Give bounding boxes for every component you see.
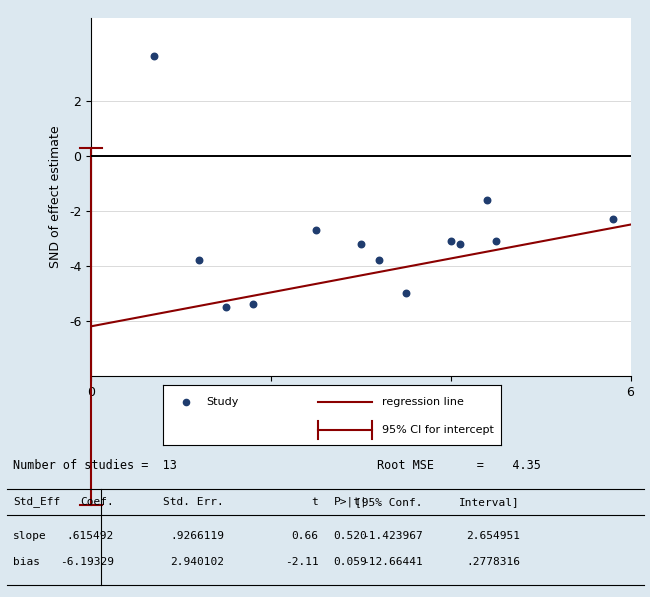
Y-axis label: SND of effect estimate: SND of effect estimate — [49, 126, 62, 268]
Text: 2.940102: 2.940102 — [170, 557, 224, 567]
Point — [194, 256, 204, 265]
Text: 0.059: 0.059 — [333, 557, 367, 567]
Point — [400, 289, 411, 298]
Text: Std_Eff: Std_Eff — [13, 497, 60, 507]
Text: bias: bias — [13, 557, 40, 567]
Point — [490, 236, 501, 246]
Text: Interval]: Interval] — [460, 497, 520, 507]
X-axis label: Precision: Precision — [330, 404, 392, 418]
Text: regression line: regression line — [382, 397, 464, 407]
Text: Std. Err.: Std. Err. — [164, 497, 224, 507]
Text: -6.19329: -6.19329 — [60, 557, 114, 567]
Point — [445, 236, 456, 246]
Text: Number of studies =  13: Number of studies = 13 — [13, 459, 177, 472]
Text: [95% Conf.: [95% Conf. — [355, 497, 422, 507]
Text: 95% CI for intercept: 95% CI for intercept — [382, 425, 494, 435]
Text: Study: Study — [207, 397, 239, 407]
Point — [374, 256, 384, 265]
Text: -12.66441: -12.66441 — [362, 557, 422, 567]
Text: 2.654951: 2.654951 — [466, 531, 520, 540]
Point — [181, 397, 191, 407]
Text: .2778316: .2778316 — [466, 557, 520, 567]
Text: .615492: .615492 — [66, 531, 114, 540]
Text: 0.520: 0.520 — [333, 531, 367, 540]
Text: Root MSE      =    4.35: Root MSE = 4.35 — [377, 459, 541, 472]
Text: P>|t|: P>|t| — [333, 497, 367, 507]
Point — [248, 300, 258, 309]
Text: -1.423967: -1.423967 — [362, 531, 422, 540]
Text: 0.66: 0.66 — [291, 531, 318, 540]
Point — [607, 214, 618, 224]
Text: t: t — [312, 497, 318, 507]
Point — [149, 52, 159, 61]
Point — [311, 225, 321, 235]
Point — [356, 239, 366, 248]
Point — [454, 239, 465, 248]
Text: slope: slope — [13, 531, 47, 540]
Point — [482, 195, 492, 205]
Text: -2.11: -2.11 — [285, 557, 318, 567]
Text: Coef.: Coef. — [80, 497, 114, 507]
Point — [220, 303, 231, 312]
Text: .9266119: .9266119 — [170, 531, 224, 540]
